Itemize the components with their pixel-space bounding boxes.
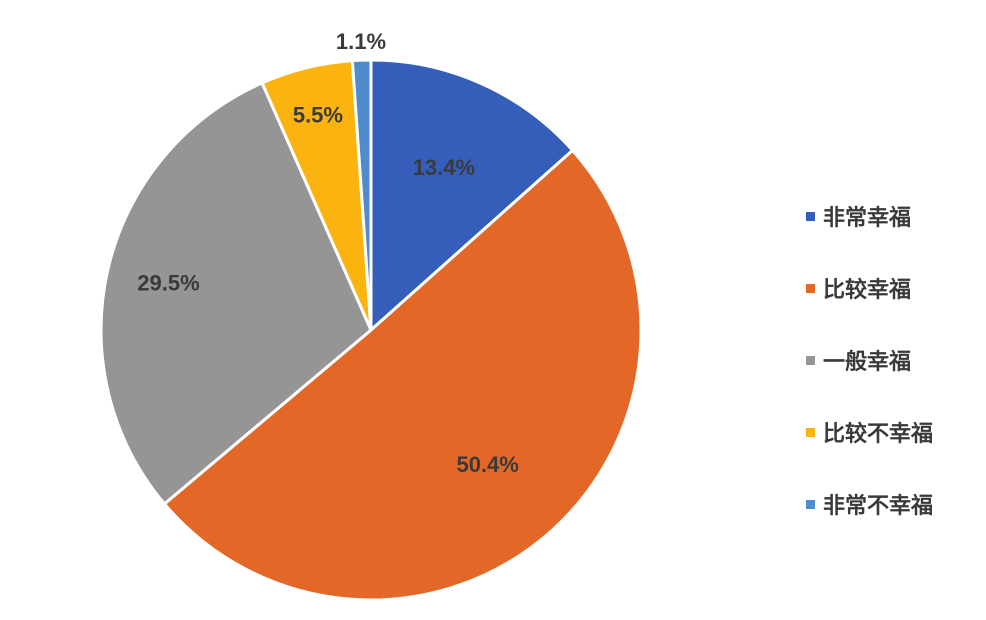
legend-label: 比较幸福 (823, 278, 912, 303)
legend-swatch (806, 283, 815, 293)
legend-label: 非常不幸福 (823, 494, 934, 519)
legend-label: 一般幸福 (823, 350, 912, 375)
data-label-3: 29.5% (137, 271, 199, 296)
data-label-5: 1.1% (336, 29, 386, 54)
legend-item-2: 比较幸福 (806, 252, 933, 324)
legend-swatch (806, 499, 815, 509)
data-label-4: 5.5% (293, 103, 343, 128)
legend-item-1: 非常幸福 (806, 180, 933, 252)
data-label-1: 13.4% (413, 155, 475, 180)
legend-label: 非常幸福 (823, 206, 912, 231)
legend-swatch (806, 211, 815, 221)
pie-slice-1 (369, 58, 575, 332)
pie-data-labels: 13.4% 50.4% 29.5% 5.5% 1.1% (137, 29, 519, 477)
legend-item-4: 比较不幸福 (806, 396, 933, 468)
legend-item-3: 一般幸福 (806, 324, 933, 396)
pie-slice-5 (350, 58, 373, 332)
data-label-2: 50.4% (456, 452, 518, 477)
pie-slice-3 (99, 81, 373, 506)
legend-swatch (806, 427, 815, 437)
legend-swatch (806, 355, 815, 365)
legend-item-5: 非常不幸福 (806, 468, 933, 540)
legend: 非常幸福比较幸福一般幸福比较不幸福非常不幸福 (806, 180, 933, 540)
pie-slices (99, 58, 643, 602)
pie-slice-2 (162, 148, 643, 602)
legend-label: 比较不幸福 (823, 422, 934, 447)
